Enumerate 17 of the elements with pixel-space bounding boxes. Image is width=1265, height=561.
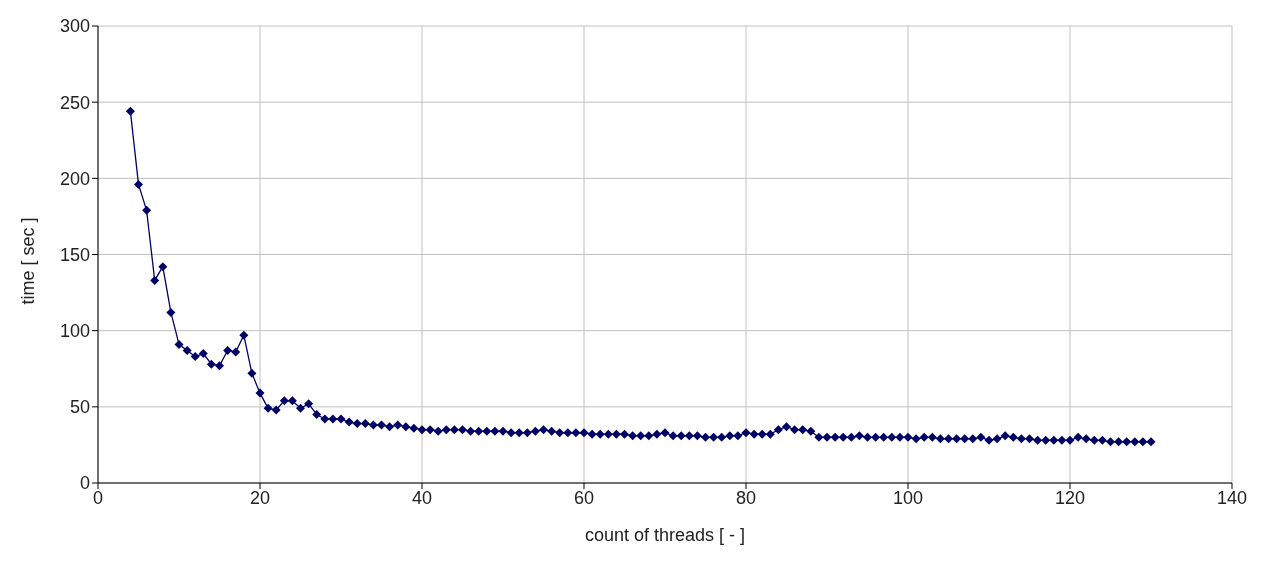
y-tick-label: 100: [59, 321, 90, 342]
y-tick-label: 200: [59, 168, 90, 189]
x-tick-label: 80: [735, 487, 757, 508]
x-tick-label: 40: [411, 487, 433, 508]
y-tick-label: 300: [59, 16, 90, 37]
x-tick-label: 0: [92, 487, 104, 508]
y-tick-label: 150: [59, 244, 90, 265]
x-tick-label: 60: [573, 487, 595, 508]
x-tick-label: 20: [249, 487, 271, 508]
y-tick-label: 250: [59, 92, 90, 113]
x-tick-label: 120: [1054, 487, 1086, 508]
y-tick-label: 0: [79, 473, 90, 494]
x-axis-title: count of threads [ - ]: [584, 525, 746, 545]
y-tick-label: 50: [69, 397, 90, 418]
y-axis-title: time [ sec ]: [18, 217, 39, 305]
x-tick-label: 140: [1216, 487, 1248, 508]
x-tick-label: 100: [892, 487, 924, 508]
